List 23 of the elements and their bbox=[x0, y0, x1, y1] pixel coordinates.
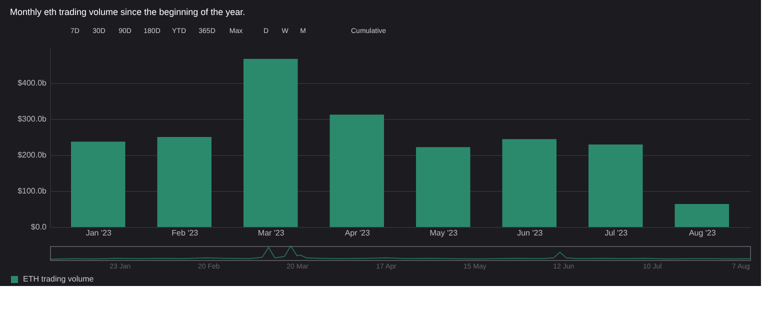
y-tick-label: $400.0b bbox=[18, 78, 48, 88]
x-tick-label: May '23 bbox=[430, 228, 458, 238]
y-tick-label: $300.0b bbox=[18, 114, 48, 124]
y-tick-label: $200.0b bbox=[18, 150, 48, 160]
bar bbox=[674, 204, 729, 227]
bar bbox=[588, 144, 643, 227]
legend-label: ETH trading volume bbox=[23, 274, 94, 284]
x-tick-label: Jun '23 bbox=[517, 228, 544, 238]
chart-title: Monthly eth trading volume since the beginning of the year. bbox=[10, 7, 246, 17]
x-tick-label: Feb '23 bbox=[172, 228, 199, 238]
x-tick-label: Mar '23 bbox=[258, 228, 285, 238]
bar bbox=[244, 58, 298, 227]
y-tick-label: $0.0 bbox=[30, 222, 48, 232]
bar bbox=[330, 114, 384, 227]
x-tick-label: Jul '23 bbox=[604, 228, 628, 238]
bar bbox=[71, 142, 126, 227]
bar bbox=[502, 139, 556, 227]
bar bbox=[157, 137, 212, 227]
x-tick-label: Apr '23 bbox=[344, 228, 370, 238]
x-tick-label: Aug '23 bbox=[688, 228, 716, 238]
x-tick-label: Jan '23 bbox=[86, 228, 112, 238]
bar bbox=[416, 147, 470, 227]
y-tick-label: $100.0b bbox=[18, 186, 48, 196]
